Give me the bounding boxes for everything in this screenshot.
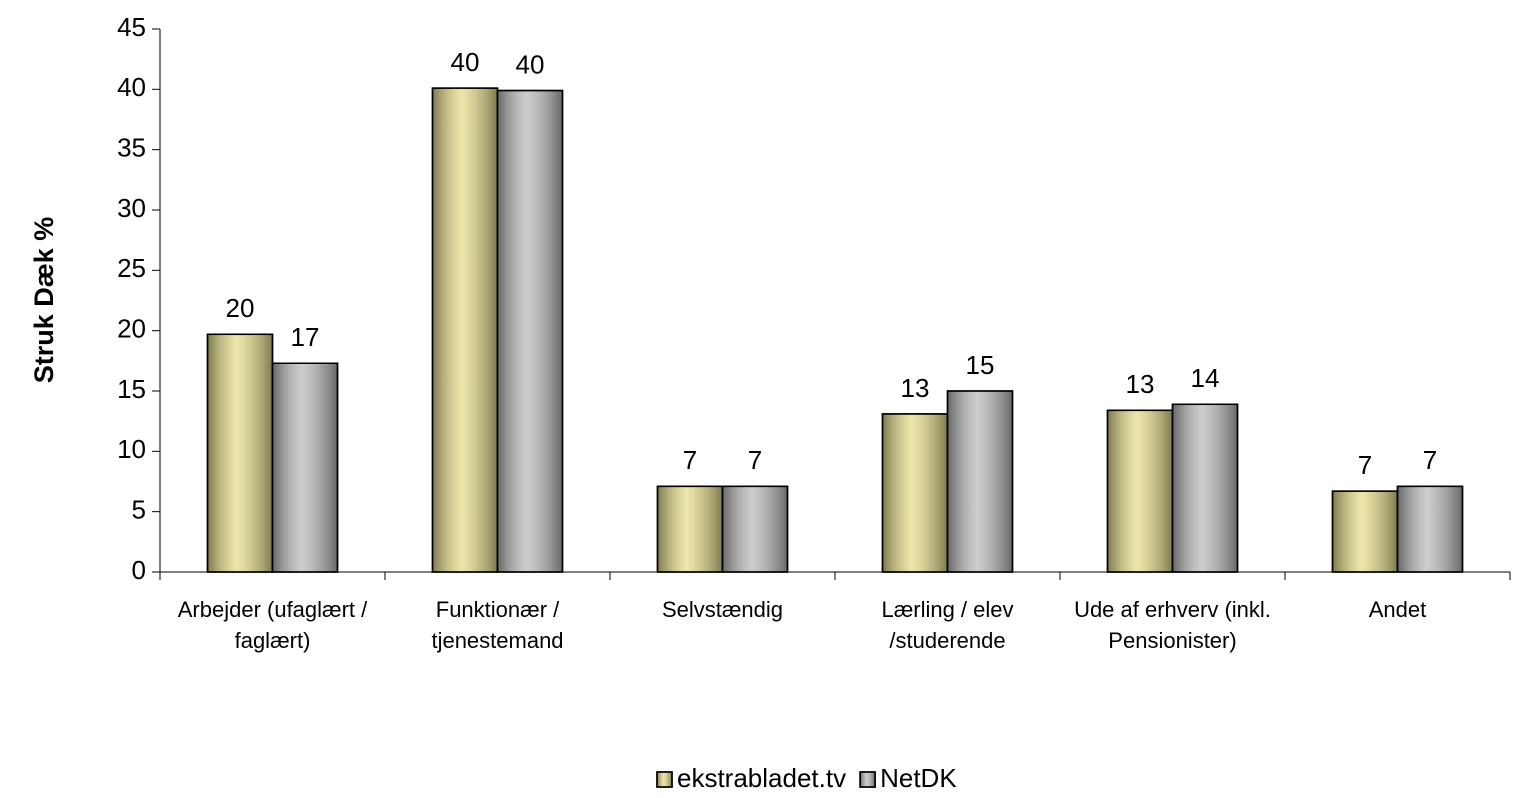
x-tick-label: Arbejder (ufaglært / faglært): [177, 597, 368, 653]
value-label: 17: [291, 322, 320, 352]
bar-shade: [946, 390, 1014, 573]
y-tick-label: 20: [117, 314, 146, 344]
bar-shade: [1331, 490, 1399, 573]
x-tick-label: Selvstændig: [661, 597, 784, 622]
y-tick-label: 10: [117, 434, 146, 464]
bar-shade: [431, 87, 499, 573]
bar-shade: [206, 333, 274, 573]
y-tick-label: 25: [117, 253, 146, 283]
value-label: 7: [683, 445, 697, 475]
bar-shade: [721, 485, 789, 573]
value-label: 13: [901, 373, 930, 403]
legend-swatch-shade: [859, 771, 876, 788]
bar-shade: [1171, 403, 1239, 573]
y-tick-label: 15: [117, 374, 146, 404]
y-tick-label: 5: [132, 495, 146, 525]
value-label: 14: [1191, 363, 1220, 393]
bar-shade: [1106, 409, 1174, 573]
x-tick-label: Funktionær / tjenestemand: [431, 597, 564, 653]
value-label: 40: [451, 47, 480, 77]
x-tick-label: Lærling / elev /studerende: [881, 597, 1014, 653]
legend-swatch-shade: [656, 771, 673, 788]
bar-shade: [271, 362, 339, 573]
bar-shade: [496, 89, 564, 573]
bar-shade: [881, 413, 949, 573]
legend-label: NetDK: [880, 763, 957, 793]
value-label: 7: [748, 445, 762, 475]
legend: ekstrabladet.tv NetDK: [656, 763, 957, 793]
bar-shade: [1396, 485, 1464, 573]
value-label: 7: [1423, 445, 1437, 475]
y-tick-label: 0: [132, 555, 146, 585]
value-label: 13: [1126, 369, 1155, 399]
value-label: 20: [226, 293, 255, 323]
y-tick-label: 40: [117, 72, 146, 102]
y-tick-label: 35: [117, 133, 146, 163]
y-tick-label: 30: [117, 193, 146, 223]
value-label: 40: [516, 49, 545, 79]
x-tick-label: Ude af erhverv (inkl. Pensionister): [1074, 597, 1271, 653]
y-tick-label: 45: [117, 12, 146, 42]
value-label: 7: [1358, 450, 1372, 480]
x-tick-label: Andet: [1368, 597, 1427, 622]
value-label: 15: [966, 350, 995, 380]
legend-label: ekstrabladet.tv: [677, 763, 846, 793]
bar-shade: [656, 485, 724, 573]
y-axis-title: Struk Dæk %: [29, 217, 59, 384]
